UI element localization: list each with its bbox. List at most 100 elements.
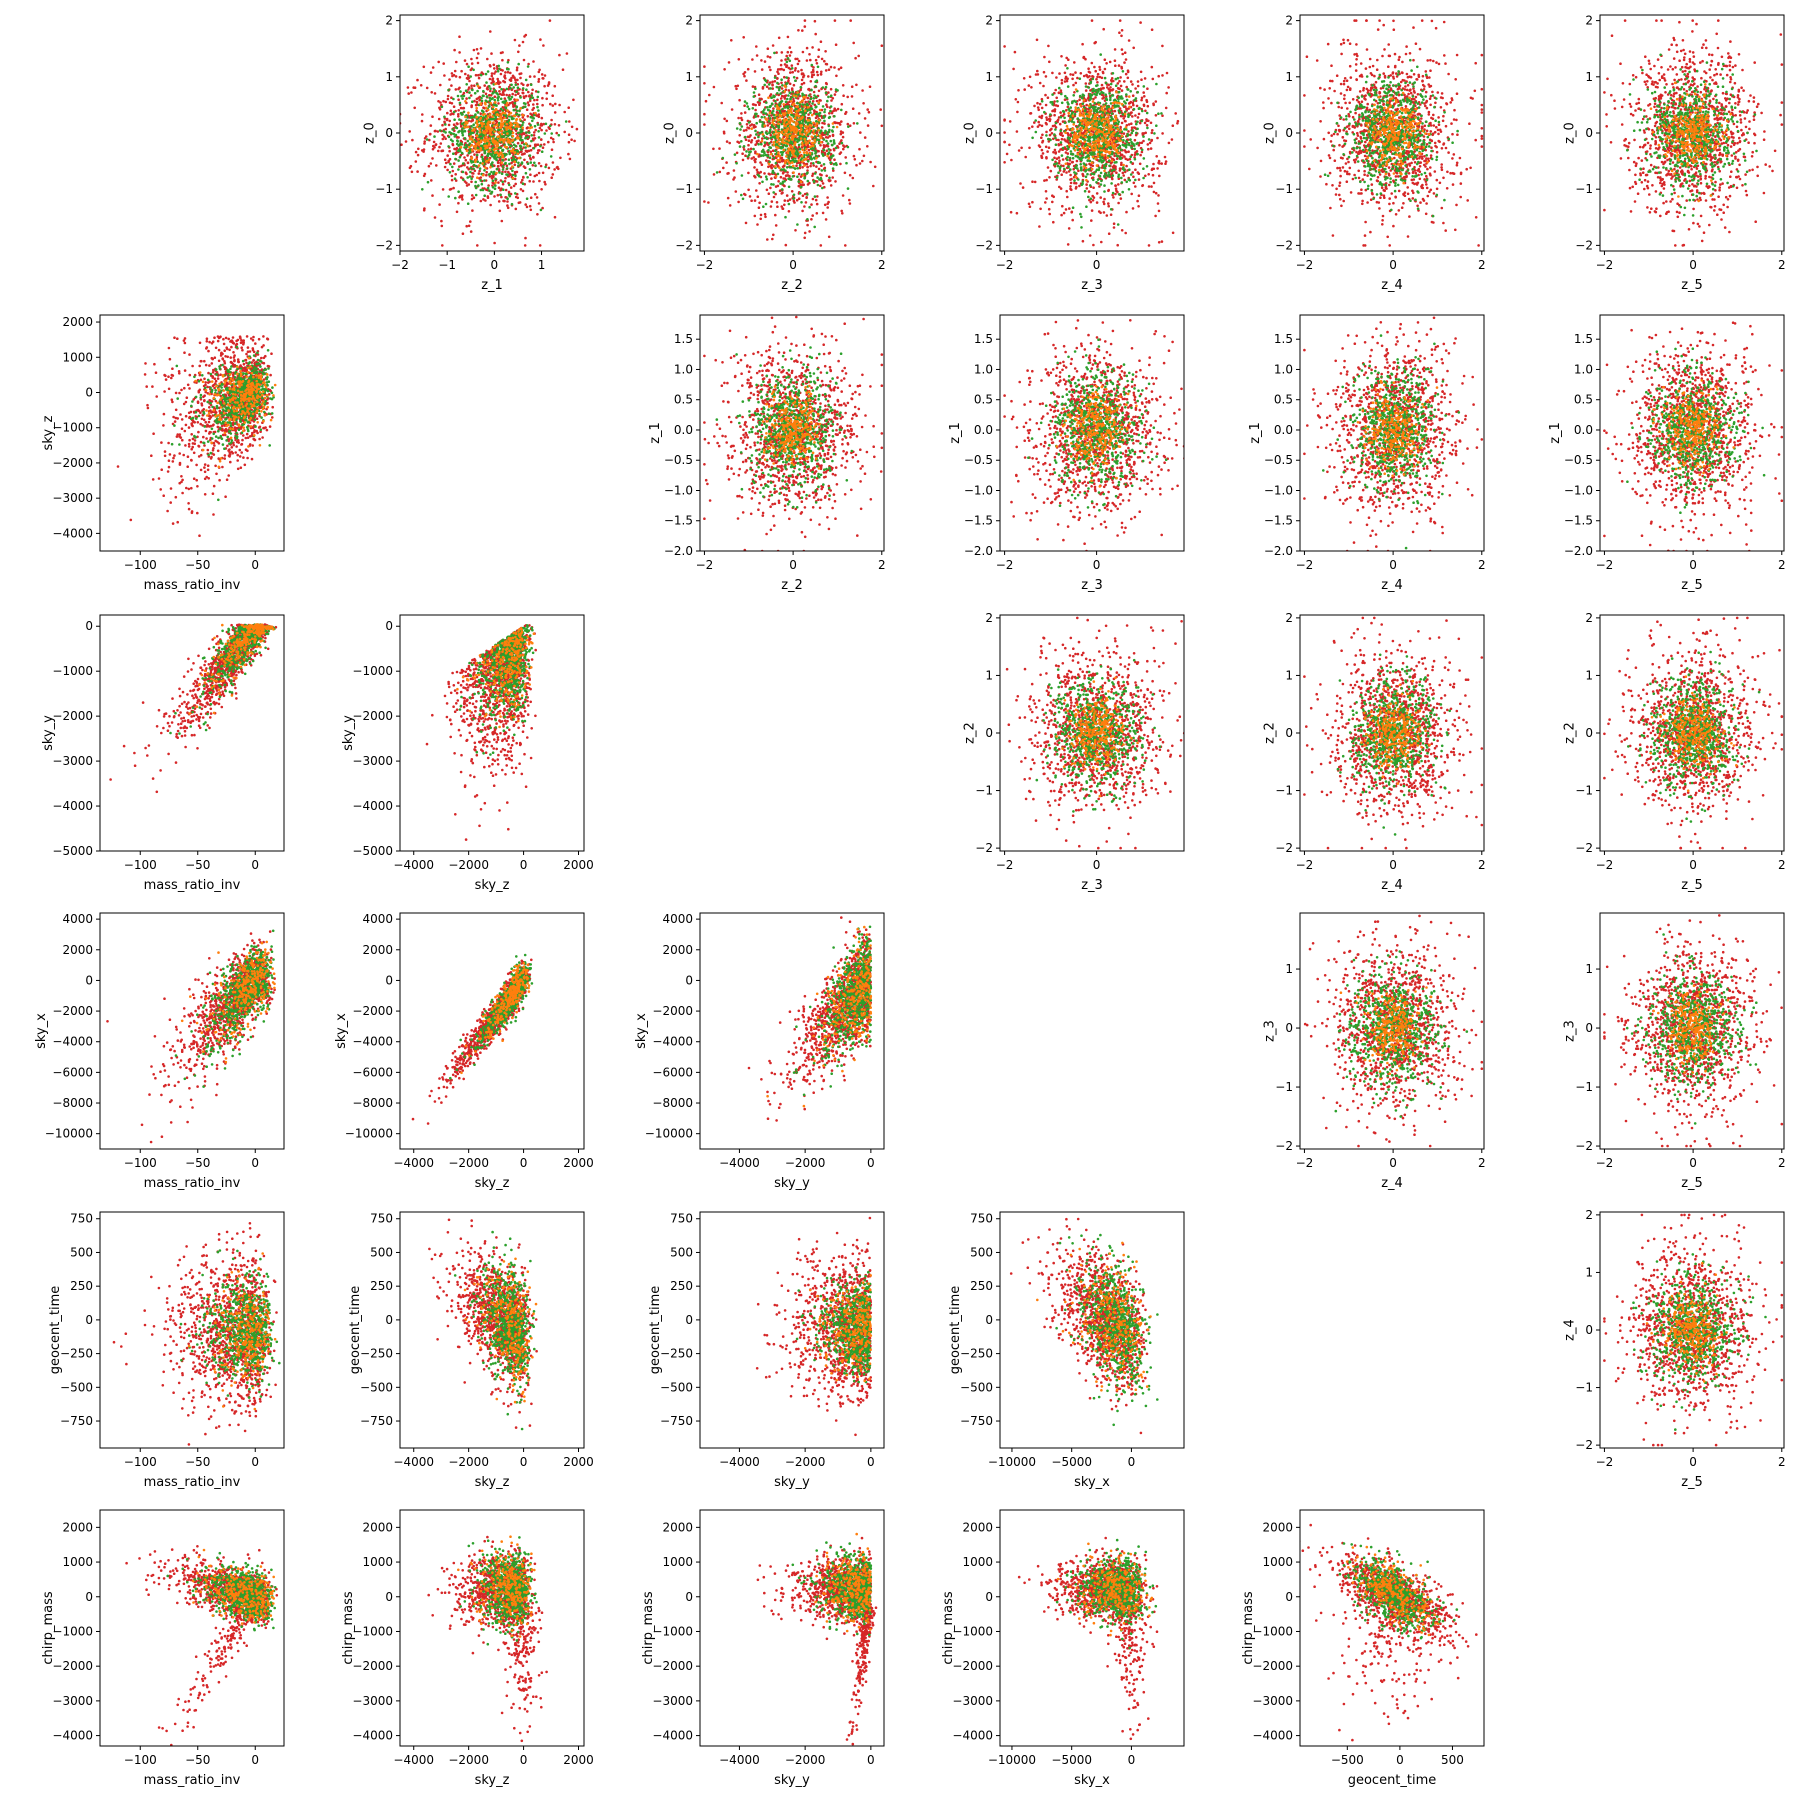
scatter-point bbox=[1116, 157, 1119, 160]
scatter-point bbox=[1036, 39, 1039, 42]
scatter-point bbox=[534, 112, 537, 115]
scatter-point bbox=[741, 174, 744, 177]
scatter-point bbox=[802, 194, 805, 197]
scatter-point bbox=[1132, 47, 1135, 50]
scatter-point bbox=[1152, 102, 1155, 105]
scatter-point bbox=[1060, 173, 1063, 176]
scatter-point bbox=[507, 61, 510, 64]
scatter-point bbox=[522, 41, 525, 44]
scatter-point bbox=[754, 161, 757, 164]
scatter-point bbox=[779, 92, 782, 95]
scatter-point bbox=[785, 128, 788, 131]
scatter-point bbox=[519, 118, 522, 121]
scatter-point bbox=[1071, 78, 1074, 81]
scatter-point bbox=[514, 102, 517, 105]
scatter-point bbox=[554, 123, 557, 126]
scatter-point bbox=[475, 104, 478, 107]
scatter-point bbox=[476, 130, 479, 133]
scatter-point bbox=[797, 119, 800, 122]
scatter-point bbox=[803, 74, 806, 77]
scatter-point bbox=[769, 156, 772, 159]
scatter-point bbox=[520, 148, 523, 151]
scatter-point bbox=[763, 84, 766, 87]
scatter-point bbox=[447, 160, 450, 163]
scatter-point bbox=[780, 97, 783, 100]
scatter-point bbox=[852, 107, 855, 110]
scatter-point bbox=[749, 150, 752, 153]
scatter-point bbox=[540, 138, 543, 141]
scatter-point bbox=[477, 111, 480, 114]
scatter-point bbox=[784, 162, 787, 165]
scatter-point bbox=[1080, 72, 1083, 75]
scatter-point bbox=[811, 214, 814, 217]
scatter-point bbox=[809, 152, 812, 155]
scatter-point bbox=[793, 130, 796, 133]
scatter-point bbox=[1143, 95, 1146, 98]
scatter-point bbox=[792, 103, 795, 106]
scatter-point bbox=[783, 69, 786, 72]
scatter-point bbox=[824, 108, 827, 111]
scatter-point bbox=[455, 61, 458, 64]
scatter-point bbox=[466, 121, 469, 124]
scatter-point bbox=[527, 115, 530, 118]
scatter-point bbox=[788, 175, 791, 178]
scatter-point bbox=[776, 159, 779, 162]
scatter-point bbox=[458, 165, 461, 168]
scatter-point bbox=[813, 91, 816, 94]
scatter-point bbox=[502, 165, 505, 168]
y-tick-label: 1 bbox=[385, 70, 393, 84]
scatter-point bbox=[792, 197, 795, 200]
scatter-point bbox=[457, 202, 460, 205]
scatter-point bbox=[451, 166, 454, 169]
scatter-point bbox=[780, 78, 783, 81]
scatter-point bbox=[782, 177, 785, 180]
scatter-point bbox=[512, 132, 515, 135]
scatter-point bbox=[530, 196, 533, 199]
scatter-point bbox=[1110, 79, 1113, 82]
scatter-point bbox=[834, 93, 837, 96]
scatter-point bbox=[465, 89, 468, 92]
scatter-point bbox=[522, 87, 525, 90]
scatter-point bbox=[524, 237, 527, 240]
scatter-point bbox=[1014, 51, 1017, 54]
scatter-point bbox=[1042, 85, 1045, 88]
scatter-point bbox=[803, 151, 806, 154]
scatter-point bbox=[497, 135, 500, 138]
scatter-point bbox=[475, 158, 478, 161]
scatter-point bbox=[750, 127, 753, 130]
scatter-point bbox=[771, 238, 774, 241]
scatter-point bbox=[501, 181, 504, 184]
scatter-point bbox=[488, 85, 491, 88]
scatter-point bbox=[808, 119, 811, 122]
scatter-point bbox=[512, 117, 515, 120]
scatter-point bbox=[826, 196, 829, 199]
scatter-point bbox=[816, 62, 819, 65]
scatter-point bbox=[559, 157, 562, 160]
scatter-point bbox=[833, 149, 836, 152]
scatter-point bbox=[1091, 62, 1094, 65]
scatter-point bbox=[824, 167, 827, 170]
scatter-point bbox=[803, 237, 806, 240]
scatter-point bbox=[1134, 168, 1137, 171]
scatter-point bbox=[869, 85, 872, 88]
scatter-point bbox=[534, 125, 537, 128]
scatter-point bbox=[778, 103, 781, 106]
scatter-point bbox=[874, 166, 877, 169]
scatter-point bbox=[491, 97, 494, 100]
scatter-point bbox=[1065, 109, 1068, 112]
scatter-point bbox=[796, 175, 799, 178]
scatter-point bbox=[1053, 100, 1056, 103]
scatter-point bbox=[1045, 156, 1048, 159]
scatter-point bbox=[703, 113, 706, 116]
scatter-point bbox=[1151, 132, 1154, 135]
scatter-point bbox=[842, 94, 845, 97]
scatter-point bbox=[448, 120, 451, 123]
y-tick-label: −2 bbox=[675, 238, 693, 252]
scatter-point bbox=[527, 101, 530, 104]
scatter-point bbox=[523, 152, 526, 155]
scatter-point bbox=[539, 244, 542, 247]
scatter-point bbox=[807, 180, 810, 183]
scatter-point bbox=[551, 148, 554, 151]
scatter-point bbox=[447, 95, 450, 98]
scatter-point bbox=[815, 157, 818, 160]
